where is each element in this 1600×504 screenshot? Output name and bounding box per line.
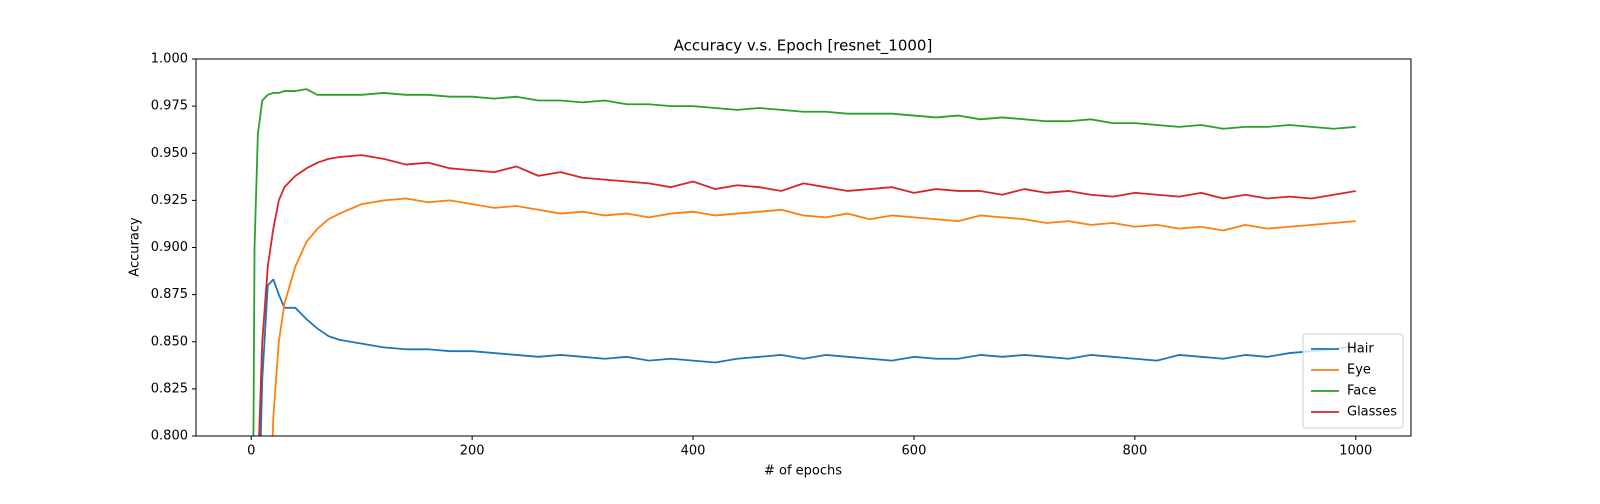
y-tick-label: 0.875 [151, 287, 188, 302]
x-tick-label: 600 [902, 444, 927, 459]
y-tick-label: 0.850 [151, 334, 188, 349]
y-tick-label: 0.900 [151, 240, 188, 255]
legend-box [1302, 333, 1404, 429]
legend-label: Eye [1347, 363, 1371, 378]
x-tick-label: 200 [460, 444, 485, 459]
y-tick-label: 0.800 [151, 429, 188, 444]
x-tick-label: 800 [1122, 444, 1147, 459]
axes-frame [195, 58, 1412, 437]
y-tick-label: 0.825 [151, 381, 188, 396]
chart-title: Accuracy v.s. Epoch [resnet_1000] [674, 37, 933, 56]
legend-label: Hair [1347, 342, 1374, 357]
x-tick-label: 400 [681, 444, 706, 459]
series-line [252, 88, 1356, 436]
y-tick-label: 0.975 [151, 99, 188, 114]
legend-label: Glasses [1347, 405, 1397, 420]
series-line [259, 278, 1356, 436]
x-tick-label: 0 [247, 444, 255, 459]
y-tick-label: 0.950 [151, 146, 188, 161]
plot-area [252, 88, 1356, 436]
x-axis-label: # of epochs [764, 464, 842, 479]
y-axis-label: Accuracy [128, 217, 143, 277]
y-tick-label: 1.000 [151, 52, 188, 67]
series-line [258, 154, 1356, 436]
x-tick-label: 1000 [1339, 444, 1372, 459]
series-line [271, 197, 1356, 436]
y-tick-label: 0.925 [151, 193, 188, 208]
legend-label: Face [1347, 384, 1376, 399]
